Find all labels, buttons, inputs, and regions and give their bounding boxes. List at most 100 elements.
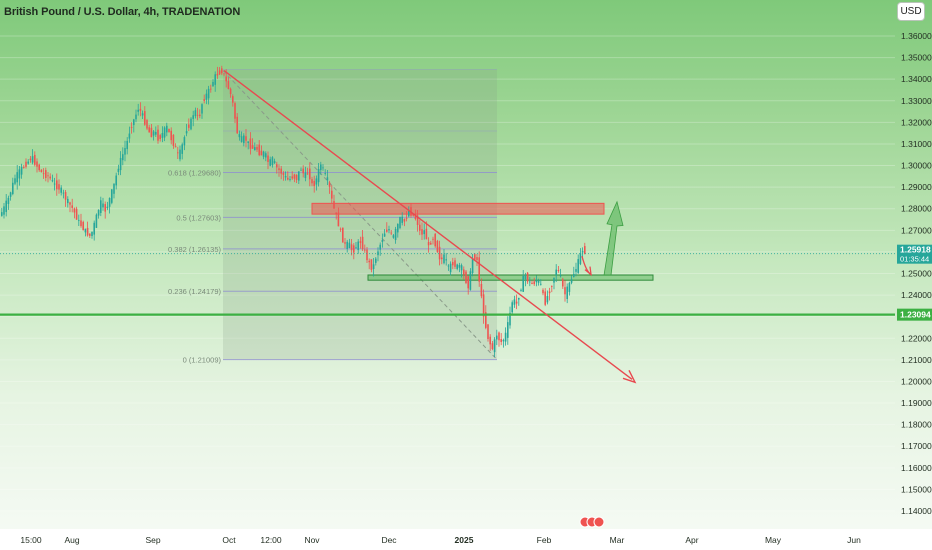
price-tick-label: 1.27000 (901, 225, 932, 235)
candle-body (278, 168, 280, 171)
candle-body (7, 197, 10, 204)
candle-body (324, 173, 326, 174)
candle-body (320, 164, 322, 171)
candle-body (520, 289, 522, 291)
candle-body (62, 192, 65, 194)
candle-body (353, 245, 355, 253)
candle-body (256, 147, 258, 150)
pullback-arrow[interactable] (581, 256, 592, 276)
price-axis[interactable]: 1.36000 1.35000 1.34000 1.33000 1.32000 1.310… (897, 31, 932, 516)
candle-body (474, 254, 476, 260)
support-price-label-bg (897, 308, 932, 321)
fibonacci-retracement[interactable]: 0.618 (1.29680) 0.5 (1.27603) 0.382 (1.261… (168, 68, 498, 365)
candle-body (335, 212, 337, 214)
price-tick-label: 1.25000 (901, 269, 932, 279)
candle-body (271, 157, 274, 166)
candle-body (463, 269, 465, 275)
candle-body (234, 103, 236, 119)
candle-body (533, 281, 535, 285)
price-tick-label: 1.20000 (901, 376, 932, 386)
price-tick-label: 1.30000 (901, 161, 932, 171)
candle-body (522, 275, 524, 292)
candle-body (67, 198, 69, 204)
candle-body (553, 277, 555, 283)
candle-body (117, 168, 120, 172)
candle-body (265, 153, 267, 158)
price-tick-label: 1.22000 (901, 333, 932, 343)
drawings[interactable] (0, 69, 895, 384)
candle-body (199, 114, 201, 117)
fib-level-label: 0.236 (1.24179) (168, 287, 221, 296)
currency-button[interactable]: USD (897, 2, 925, 21)
candle-body (465, 271, 467, 284)
candle-body (23, 167, 25, 168)
candle-body (460, 265, 463, 271)
resistance-zone[interactable] (311, 202, 605, 215)
projection-arrow[interactable] (603, 200, 624, 276)
candle-body (405, 218, 408, 219)
trendline-arrowhead (622, 369, 637, 384)
candle-body (27, 161, 29, 164)
chart-title: British Pound / U.S. Dollar, 4h, TRADENA… (4, 6, 241, 18)
candle-body (436, 240, 439, 252)
candle-body (447, 265, 450, 267)
candle-body (368, 260, 370, 263)
candle-body (469, 271, 472, 290)
time-axis[interactable]: 15:00 Aug Sep Oct 12:00 Nov Dec 2025 Feb Mar Apr Ma… (0, 516, 932, 550)
time-tick-label: Mar (610, 535, 625, 545)
event-badge[interactable] (593, 516, 605, 528)
candle-body (313, 180, 315, 187)
candle-body (295, 174, 298, 180)
time-tick-label: 2025 (455, 535, 474, 545)
candle-body (485, 312, 487, 328)
candle-body (111, 189, 113, 203)
candle-body (577, 259, 579, 273)
candle-body (342, 227, 344, 243)
candle-body (254, 147, 256, 151)
candle-body (12, 182, 14, 195)
candle-body (548, 291, 551, 294)
price-tick-label: 1.14000 (901, 506, 932, 516)
candle-body (262, 151, 265, 157)
price-tick-label: 1.32000 (901, 117, 932, 127)
candle-body (194, 110, 197, 117)
candle-body (575, 269, 577, 272)
candle-body (60, 187, 62, 193)
candle-body (419, 224, 421, 231)
candle-body (306, 173, 309, 175)
price-tick-label: 1.19000 (901, 398, 932, 408)
candle-body (203, 99, 205, 101)
candle-body (16, 172, 18, 183)
time-tick-label: Aug (64, 535, 79, 545)
support-zone[interactable] (367, 274, 654, 281)
candle-body (137, 109, 139, 112)
candle-body (491, 343, 494, 350)
candle-body (174, 146, 177, 148)
candle-body (383, 233, 386, 237)
candle-body (304, 172, 307, 179)
candle-body (29, 158, 32, 161)
price-tick-label: 1.31000 (901, 139, 932, 149)
time-tick-label: Nov (304, 535, 320, 545)
candle-body (434, 233, 436, 247)
candle-body (509, 312, 511, 326)
candle-body (139, 108, 142, 111)
candle-body (568, 282, 571, 292)
candle-body (216, 73, 219, 76)
trendline[interactable] (223, 69, 633, 380)
candle-body (42, 173, 45, 175)
fib-diagonal (222, 70, 498, 360)
zones[interactable] (311, 202, 654, 281)
time-tick-label: 12:00 (260, 535, 282, 545)
candle-body (201, 104, 203, 114)
candle-body (251, 145, 254, 149)
candle-body (489, 336, 491, 345)
candle-body (535, 280, 538, 283)
candle-body (95, 214, 98, 228)
candle-body (293, 174, 296, 179)
candle-body (498, 332, 500, 341)
time-tick-label: May (765, 535, 782, 545)
candle-body (45, 170, 47, 178)
